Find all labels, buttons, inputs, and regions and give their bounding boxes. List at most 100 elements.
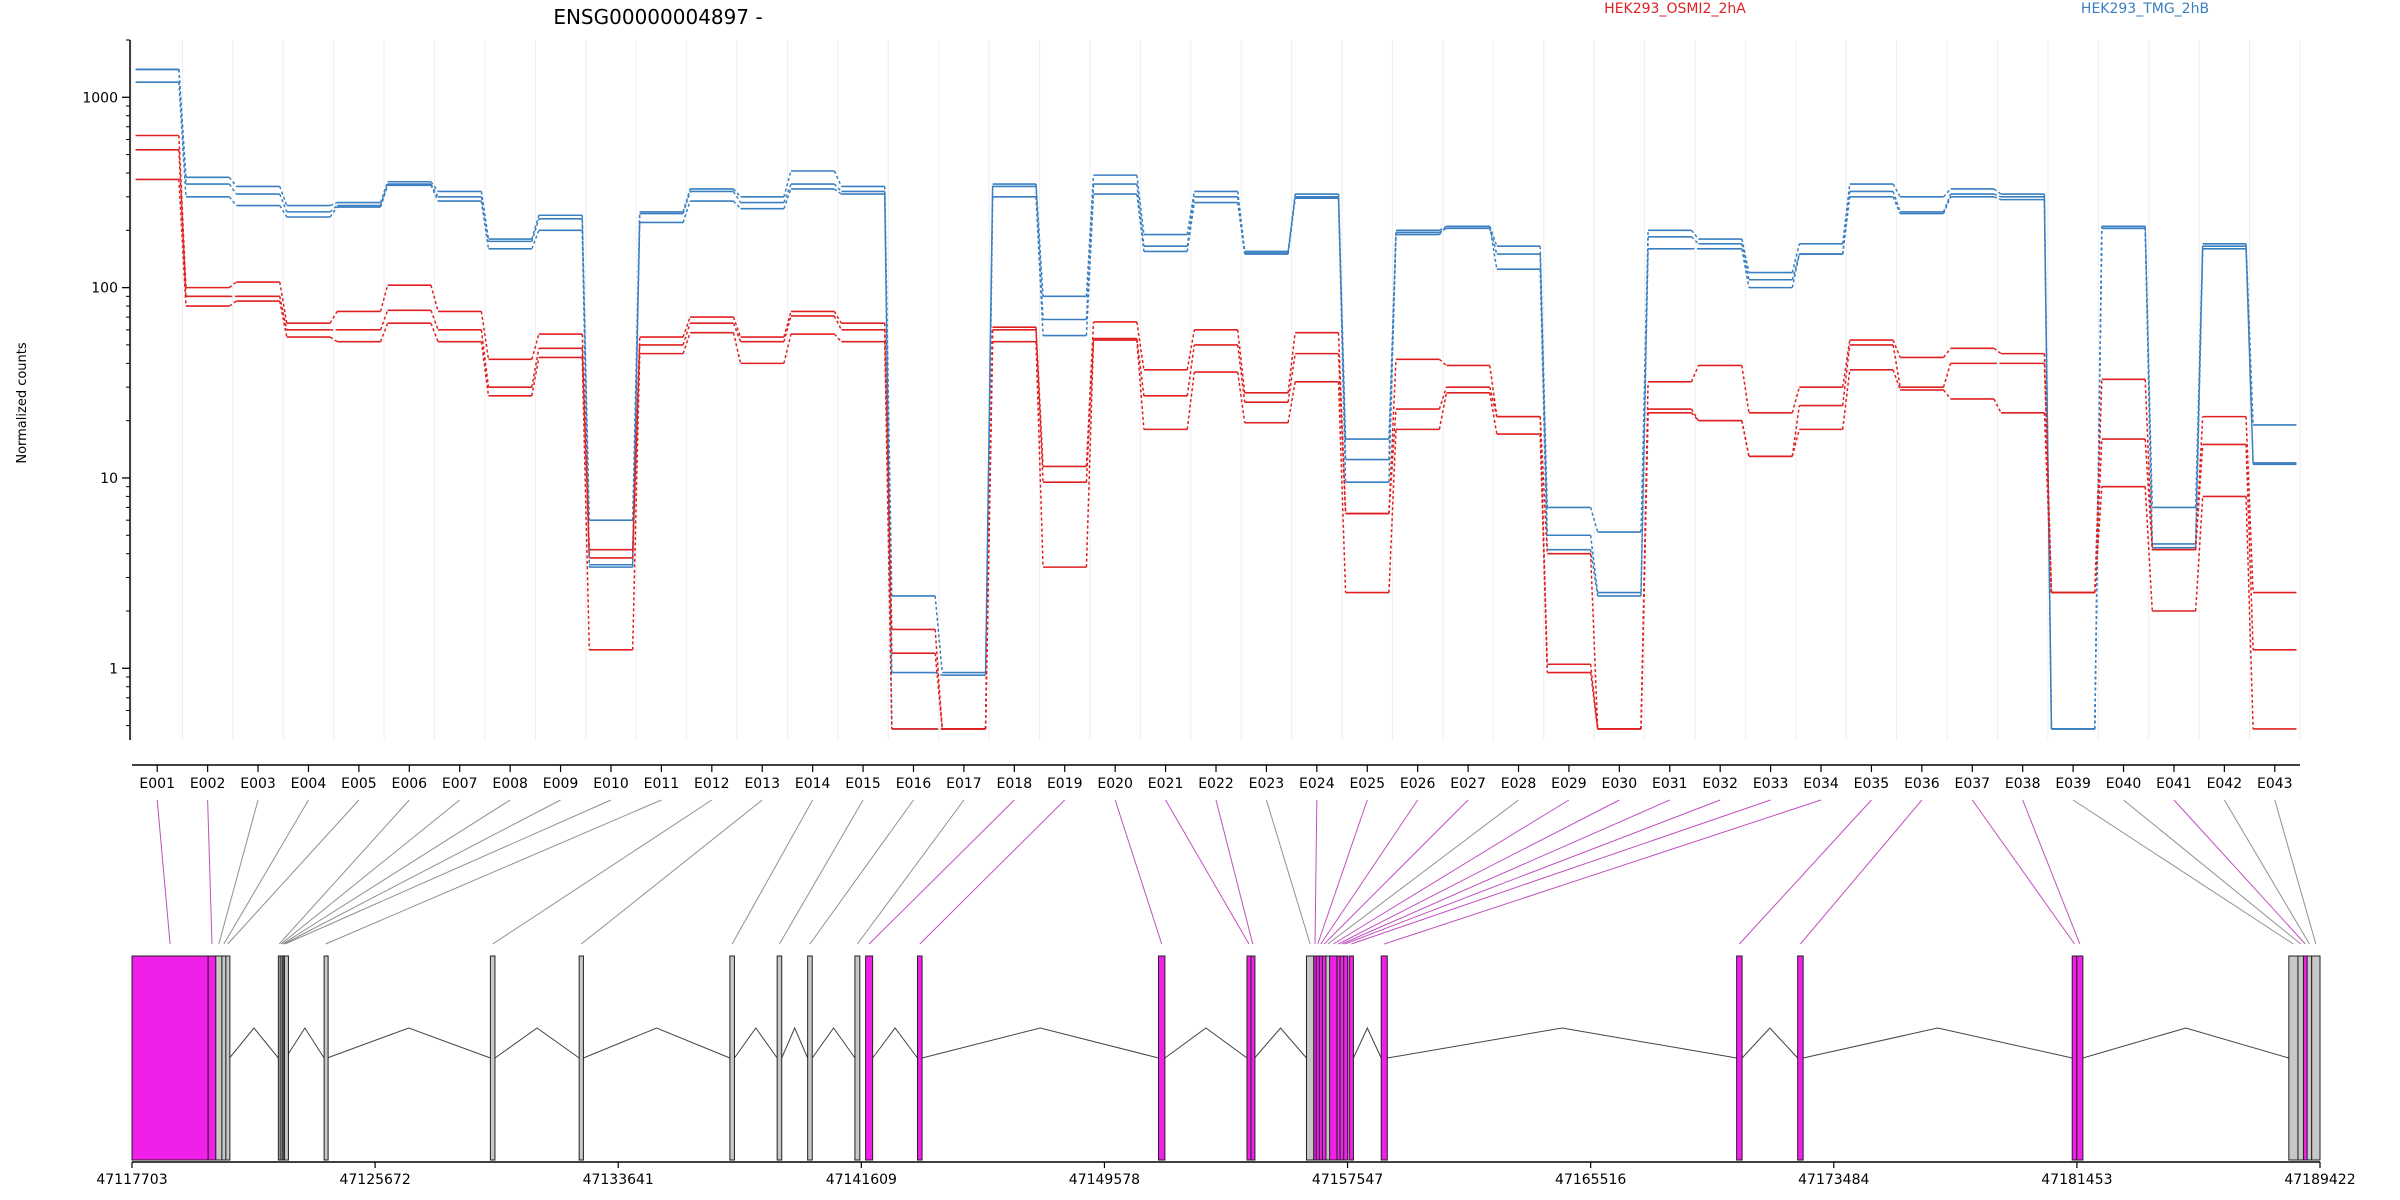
intron-line [811,1027,856,1059]
exon-block-e013 [578,955,584,1161]
series-transition [531,215,540,240]
connector-line [2173,799,2306,945]
series-transition [1136,338,1145,396]
genomic-tick-label: 47125672 [339,1172,410,1188]
exon-block-e039 [2288,955,2299,1161]
series-transition [1640,236,1649,593]
x-tick-label: E015 [845,776,881,792]
intron-line [1164,1027,1248,1059]
connector-line [218,799,259,945]
series-transition [1236,344,1246,403]
series-transition [1589,535,1599,593]
series-transition [1035,327,1044,467]
series-transition [833,333,842,343]
series-transition [480,311,490,360]
series-transition [480,196,490,242]
series-transition [1589,549,1599,597]
x-tick-label: E042 [2207,776,2243,792]
connector-line [1384,799,1822,945]
exon-block-e040 [2297,955,2304,1161]
series-transition [329,204,338,213]
series-transition [732,191,742,203]
series-transition [1791,243,1801,273]
series-transition [228,300,237,307]
legend-entry-osmi2: HEK293_OSMI2_2hA [1604,1,1746,17]
series-transition [278,296,288,331]
series-transition [329,206,338,218]
series-transition [883,329,893,654]
exon-block-e023 [1305,955,1315,1161]
x-tick-label: E018 [997,776,1033,792]
exon-block-e036 [1797,955,1804,1161]
series-transition [1942,363,1952,388]
series-transition [1186,196,1196,247]
x-tick-label: E034 [1803,776,1839,792]
x-tick-label: E025 [1349,776,1385,792]
series-transition [1589,507,1599,533]
series-transition [1741,243,1750,280]
series-transition [1186,191,1196,235]
intron-line [583,1027,731,1059]
series-transition [1690,229,1700,240]
series-transition [1489,392,1498,435]
series-transition [1186,371,1196,430]
intron-line [285,1027,325,1059]
series-transition [1640,248,1649,596]
intron-line [1254,1027,1307,1059]
series-transition [1892,191,1901,213]
x-tick-label: E036 [1904,776,1940,792]
series-transition [833,315,843,331]
series-transition [379,185,389,208]
x-tick-label: E031 [1652,776,1688,792]
series-transition [682,200,691,223]
x-tick-label: E041 [2156,776,2192,792]
connector-line [1323,799,1469,945]
series-transition [833,183,842,192]
x-tick-label: E020 [1097,776,1133,792]
x-tick-label: E002 [190,776,226,792]
connector-line [1800,799,1923,945]
series-transition [1438,386,1448,410]
series-transition [682,323,691,346]
series-transition [1741,365,1750,413]
series-transition [430,184,439,202]
series-transition [1438,392,1448,430]
series-transition [1438,225,1447,231]
connector-line [1338,799,1620,945]
series-transition [2194,444,2204,550]
series-transition [1741,238,1750,273]
series-transition [379,181,389,203]
series-transition [1993,347,2002,355]
x-tick-label: E040 [2106,776,2142,792]
series-transition [1337,381,1347,593]
series-transition [430,181,439,192]
exon-block-e010 [283,955,289,1161]
gridlines [131,40,2301,740]
genomic-tick-label: 47165516 [1555,1172,1626,1188]
series-transition [1136,175,1145,235]
connector-line [1314,799,1318,945]
connector-line [919,799,1066,945]
x-tick-label: E001 [139,776,175,792]
series-transition [531,333,540,360]
series-transition [2245,496,2254,729]
connector-line [580,799,763,945]
series-transition [1136,194,1145,252]
x-tick-label: E021 [1148,776,1184,792]
x-tick-label: E039 [2055,776,2091,792]
x-tick-label: E024 [1299,776,1335,792]
series-transition [1993,196,2002,201]
series-transition [278,300,288,338]
connector-line [1344,799,1721,945]
x-tick-label: E038 [2005,776,2041,792]
series-transition [1741,420,1750,457]
series-transition [1539,254,1549,536]
series-transition [1035,196,1044,336]
intron-line [921,1027,1159,1059]
series-transition [833,311,843,324]
series-transition [228,196,237,206]
series-transition [833,188,842,195]
chart-title: ENSG00000004897 - [553,5,762,29]
genomic-tick-label: 47141609 [826,1172,897,1188]
